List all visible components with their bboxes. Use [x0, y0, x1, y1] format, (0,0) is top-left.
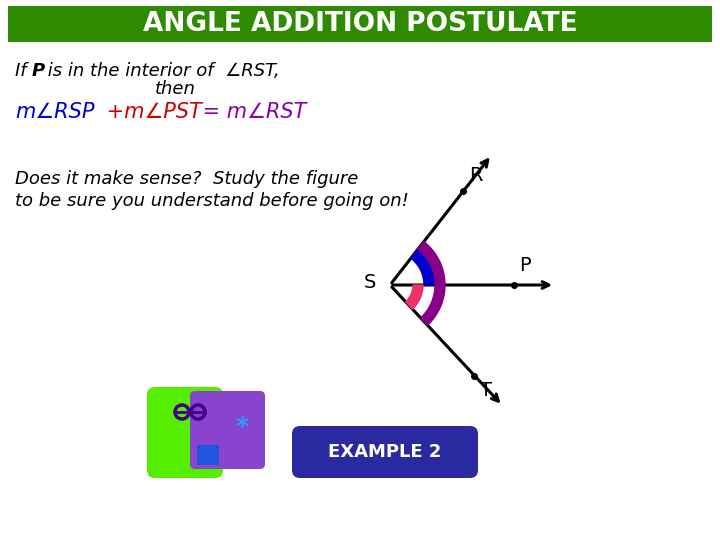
Text: = m∠RST: = m∠RST [196, 102, 307, 122]
Text: Does it make sense?  Study the figure: Does it make sense? Study the figure [15, 170, 359, 188]
FancyBboxPatch shape [147, 387, 223, 478]
FancyBboxPatch shape [292, 426, 478, 478]
Wedge shape [405, 285, 423, 309]
Text: S: S [364, 273, 376, 293]
Text: m∠RSP: m∠RSP [15, 102, 94, 122]
Text: P: P [32, 62, 45, 80]
Text: T: T [480, 381, 492, 400]
Text: is in the interior of  ∠RST,: is in the interior of ∠RST, [42, 62, 280, 80]
Text: If: If [15, 62, 32, 80]
FancyBboxPatch shape [190, 391, 265, 469]
Text: to be sure you understand before going on!: to be sure you understand before going o… [15, 192, 409, 210]
Text: ANGLE ADDITION POSTULATE: ANGLE ADDITION POSTULATE [143, 11, 577, 37]
Text: P: P [518, 256, 531, 275]
Text: +m∠PST: +m∠PST [100, 102, 202, 122]
Wedge shape [411, 251, 434, 285]
Text: EXAMPLE 2: EXAMPLE 2 [328, 443, 441, 461]
Text: *: * [235, 415, 248, 439]
FancyBboxPatch shape [197, 445, 219, 465]
Text: R: R [469, 166, 482, 185]
Text: then: then [155, 80, 195, 98]
FancyBboxPatch shape [8, 6, 712, 42]
Wedge shape [418, 242, 445, 325]
